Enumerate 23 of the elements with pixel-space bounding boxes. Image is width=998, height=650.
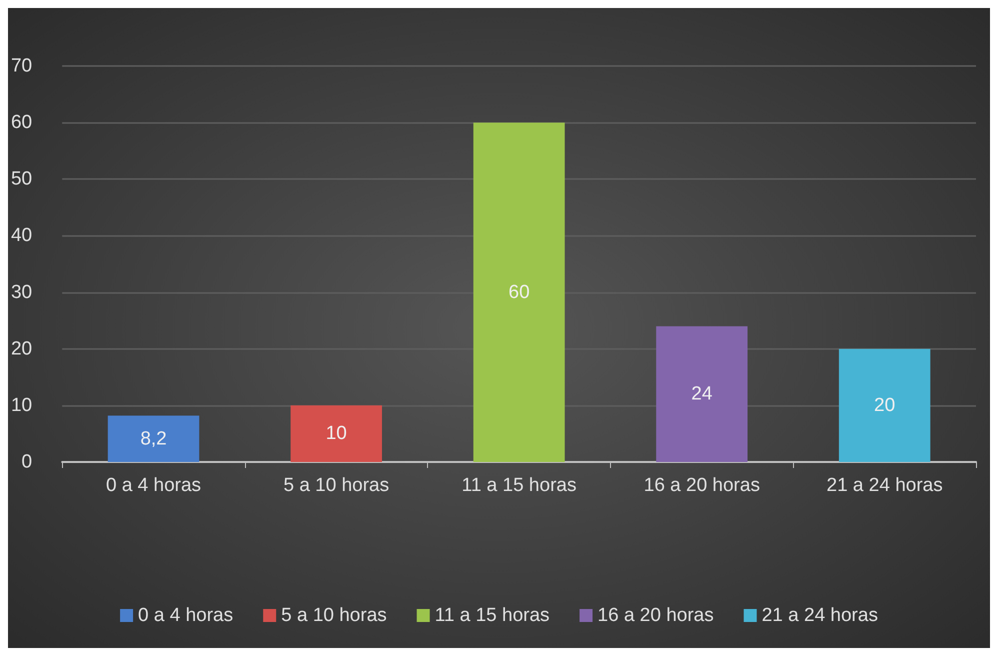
data-label: 20 <box>874 394 896 416</box>
y-tick-label: 20 <box>10 338 32 360</box>
x-tick-label: 21 a 24 horas <box>826 475 943 496</box>
data-label: 24 <box>691 384 713 405</box>
legend-label: 16 a 20 horas <box>598 605 714 626</box>
data-label: 8,2 <box>140 428 167 450</box>
legend-label: 21 a 24 horas <box>762 605 878 626</box>
y-tick-label: 50 <box>10 168 32 190</box>
data-label: 60 <box>508 282 530 303</box>
x-tick-label: 5 a 10 horas <box>283 475 390 496</box>
x-tick-label: 16 a 20 horas <box>644 475 760 496</box>
y-tick-label: 60 <box>10 112 32 134</box>
y-tick-label: 40 <box>10 225 32 246</box>
x-tick-label: 11 a 15 horas <box>462 475 576 496</box>
y-tick-label: 0 <box>22 452 32 472</box>
data-label: 10 <box>326 423 347 444</box>
y-tick-label: 10 <box>10 394 32 416</box>
y-tick-label: 30 <box>10 282 32 303</box>
y-tick-label: 70 <box>10 56 32 76</box>
x-tick-label: 0 a 4 horas <box>106 475 202 496</box>
legend-label: 0 a 4 horas <box>138 605 234 626</box>
legend-label: 11 a 15 horas <box>434 605 550 626</box>
legend-label: 5 a 10 horas <box>281 605 387 626</box>
